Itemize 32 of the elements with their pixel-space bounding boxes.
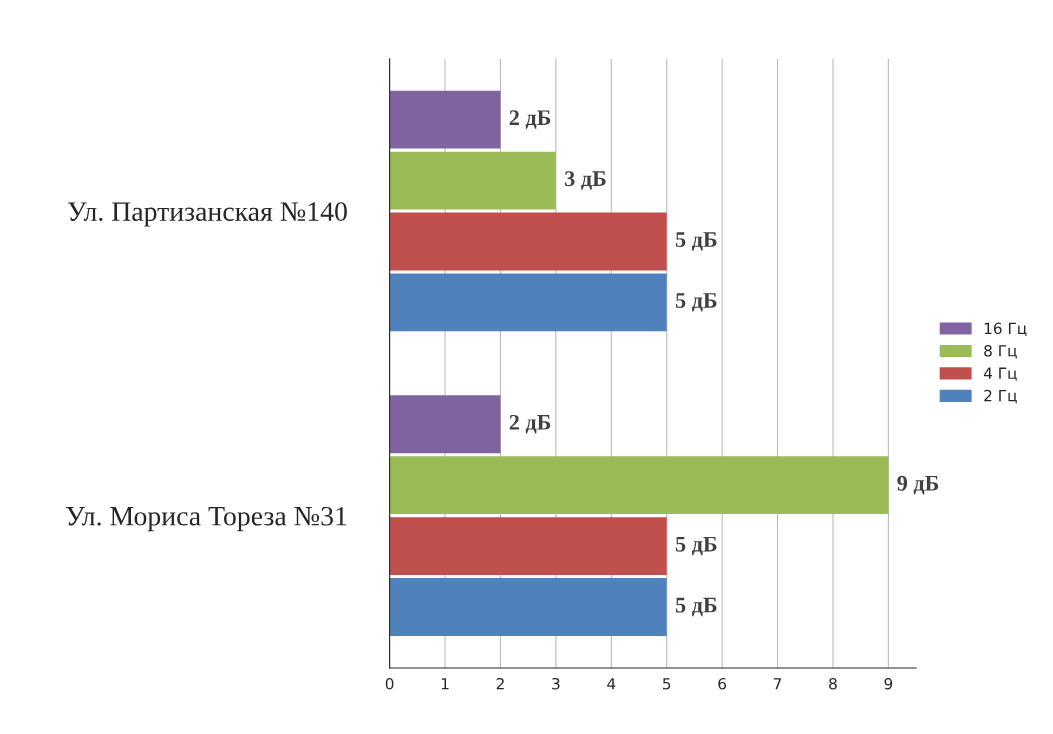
x-tick-label: 1 xyxy=(441,678,449,690)
legend-label: 2 Гц xyxy=(984,389,1017,404)
bar xyxy=(389,517,667,576)
x-tick-label: 4 xyxy=(607,678,616,690)
x-tick-label: 5 xyxy=(663,678,671,690)
data-label: 2 дБ xyxy=(509,414,551,434)
bar xyxy=(389,578,667,636)
x-tick-label: 2 xyxy=(496,677,504,690)
data-label: 5 дБ xyxy=(675,293,717,312)
x-tick-label: 0 xyxy=(385,677,394,690)
bar xyxy=(389,151,556,210)
legend-label: 16 Гц xyxy=(984,322,1027,337)
data-label: 5 дБ xyxy=(675,536,717,556)
data-label: 9 дБ xyxy=(897,475,939,495)
x-tick-label: 8 xyxy=(829,677,837,690)
data-label: 5 дБ xyxy=(675,597,717,617)
data-label: 3 дБ xyxy=(565,171,606,190)
bar xyxy=(389,395,501,454)
bar xyxy=(389,456,889,515)
legend-label: 8 Гц xyxy=(984,344,1017,359)
data-label: 2 дБ xyxy=(509,110,551,129)
data-label: 5 дБ xyxy=(675,232,717,251)
bar xyxy=(389,90,501,149)
x-tick-label: 9 xyxy=(884,677,893,690)
bar xyxy=(389,273,667,332)
legend-label: 4 Гц xyxy=(983,367,1017,381)
x-tick-label: 3 xyxy=(552,677,560,690)
y-tick-label: Ул. Партизанская №140 xyxy=(67,202,347,227)
y-tick-label: Ул. Мориса Тореза №31 xyxy=(66,506,347,532)
x-tick-label: 7 xyxy=(773,678,782,690)
x-tick-label: 6 xyxy=(718,677,727,690)
bar xyxy=(389,212,667,271)
